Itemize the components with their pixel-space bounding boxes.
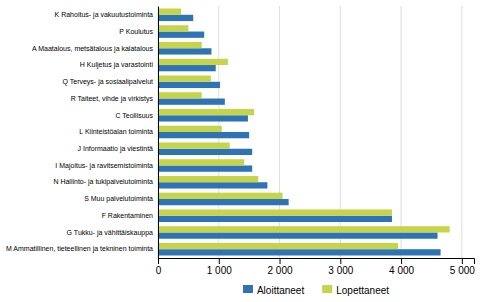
- legend-label: Lopettaneet: [336, 285, 389, 296]
- tick-label: 5 000: [450, 265, 475, 276]
- axis-line: [159, 259, 475, 265]
- chart-svg: 0 1 000 2 000 3 000 4 000 5 000 K Rahoitus- ja…: [0, 0, 490, 302]
- tick-label: 1 000: [207, 265, 232, 276]
- tick: S Muu palvelutoiminta: [84, 195, 158, 203]
- bars: [158, 9, 450, 256]
- bar: [158, 182, 267, 188]
- tick-label: M Ammatillinen, tieteellinen ja tekninen…: [6, 245, 153, 253]
- tick-mark: [401, 258, 402, 264]
- tick: F Rakentaminen: [102, 212, 158, 219]
- tick-label: N Hallinto- ja tukipalvelutoiminta: [53, 178, 153, 186]
- tick: 4 000: [389, 258, 414, 276]
- tick-mark: [219, 258, 220, 264]
- grid-line: [158, 6, 159, 258]
- bar: [158, 165, 252, 171]
- tick-label: H Kuljetus ja varastointi: [80, 61, 154, 69]
- bar: [158, 249, 441, 255]
- tick: I Majoitus- ja ravitsemistoiminta: [55, 162, 158, 170]
- tick-label: 0: [156, 265, 162, 276]
- bar: [158, 59, 228, 65]
- grid-line: [401, 6, 402, 258]
- tick-label: 4 000: [389, 265, 414, 276]
- tick-mark: [340, 258, 341, 264]
- tick: 1 000: [207, 258, 232, 276]
- plot: 0 1 000 2 000 3 000 4 000 5 000 K Rahoitus- ja…: [6, 6, 475, 276]
- tick: 2 000: [268, 258, 293, 276]
- bar: [158, 132, 249, 138]
- chart-container: 0 1 000 2 000 3 000 4 000 5 000 K Rahoitus- ja…: [0, 0, 490, 302]
- bar: [158, 48, 211, 54]
- tick: C Teollisuus: [115, 111, 158, 118]
- bar: [158, 42, 202, 48]
- tick: 3 000: [328, 258, 353, 276]
- bar: [158, 209, 392, 215]
- tick: G Tukku- ja vähittäiskauppa: [67, 229, 158, 237]
- bar: [158, 92, 202, 98]
- x-axis: 0 1 000 2 000 3 000 4 000 5 000: [156, 258, 476, 276]
- tick: L Kiinteistöalan toiminta: [79, 128, 158, 135]
- bar: [158, 159, 244, 165]
- bar: [158, 25, 188, 31]
- tick-label: A Maatalous, metsätalous ja kalatalous: [32, 45, 154, 53]
- bar: [158, 15, 193, 21]
- bar: [158, 32, 204, 38]
- tick: K Rahoitus- ja vakuutustoiminta: [55, 11, 158, 19]
- tick: N Hallinto- ja tukipalvelutoiminta: [53, 178, 158, 186]
- tick-label: G Tukku- ja vähittäiskauppa: [67, 229, 153, 237]
- legend-swatch: [322, 285, 332, 293]
- legend-label: Aloittaneet: [257, 285, 304, 296]
- bar: [158, 75, 211, 81]
- tick-label: F Rakentaminen: [102, 212, 153, 219]
- tick-label: P Koulutus: [119, 28, 153, 35]
- tick-label: L Kiinteistöalan toiminta: [79, 128, 153, 135]
- tick-mark: [462, 258, 463, 264]
- bar: [158, 226, 450, 232]
- tick: 0: [156, 258, 162, 276]
- grid-line: [461, 6, 462, 258]
- bar: [158, 126, 222, 132]
- tick: P Koulutus: [119, 28, 158, 35]
- bar: [158, 149, 252, 155]
- bar: [158, 99, 225, 105]
- tick-label: C Teollisuus: [115, 111, 153, 118]
- tick: A Maatalous, metsätalous ja kalatalous: [32, 45, 158, 53]
- tick-label: K Rahoitus- ja vakuutustoiminta: [55, 11, 154, 19]
- bar: [158, 216, 392, 222]
- axis-line: [158, 7, 159, 259]
- bar: [158, 232, 438, 238]
- tick-label: 2 000: [268, 265, 293, 276]
- bar: [158, 142, 230, 148]
- tick-mark: [158, 258, 159, 264]
- tick: Q Terveys- ja sosiaalipalvelut: [62, 78, 158, 86]
- bar: [158, 243, 398, 249]
- tick-label: Q Terveys- ja sosiaalipalvelut: [62, 78, 153, 86]
- tick-label: S Muu palvelutoiminta: [84, 195, 153, 203]
- bar: [158, 9, 181, 15]
- bar: [158, 109, 254, 115]
- bar: [158, 115, 248, 121]
- legend-item: Lopettaneet: [322, 285, 389, 296]
- bar: [158, 65, 216, 71]
- legend: Aloittaneet Lopettaneet: [243, 285, 389, 296]
- bar: [158, 199, 289, 205]
- bar: [158, 193, 283, 199]
- y-axis: K Rahoitus- ja vakuutustoiminta P Koulutu…: [6, 7, 159, 259]
- tick-mark: [280, 258, 281, 264]
- tick-label: J Informaatio ja viestintä: [78, 145, 154, 153]
- tick: H Kuljetus ja varastointi: [80, 61, 158, 69]
- bar: [158, 176, 258, 182]
- legend-swatch: [243, 285, 253, 293]
- tick-label: R Taiteet, vihde ja virkistys: [71, 95, 154, 103]
- bar: [158, 82, 220, 88]
- tick-label: 3 000: [328, 265, 353, 276]
- tick: 5 000: [450, 258, 475, 276]
- tick: M Ammatillinen, tieteellinen ja tekninen…: [6, 245, 158, 253]
- tick: J Informaatio ja viestintä: [78, 145, 158, 153]
- legend-item: Aloittaneet: [243, 285, 304, 296]
- tick-label: I Majoitus- ja ravitsemistoiminta: [55, 162, 153, 170]
- tick: R Taiteet, vihde ja virkistys: [71, 95, 158, 103]
- grid: [158, 6, 462, 258]
